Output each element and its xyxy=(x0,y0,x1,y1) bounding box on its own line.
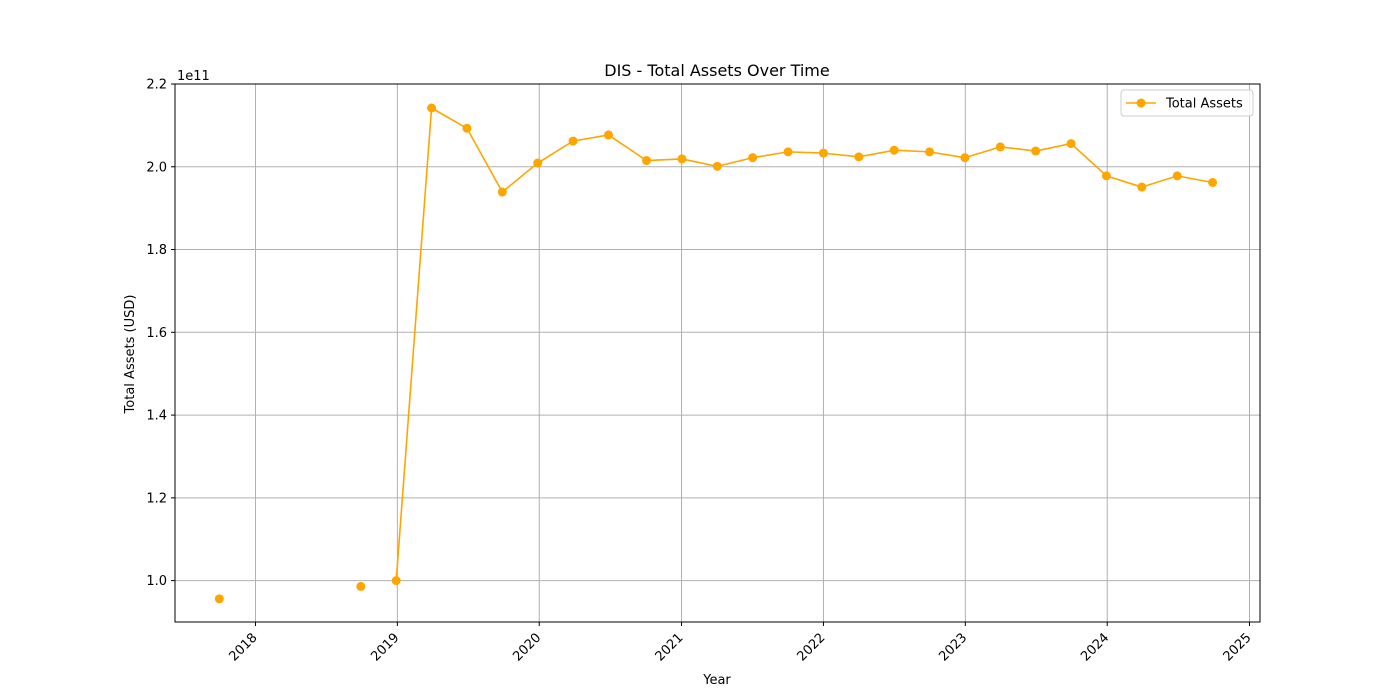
data-point xyxy=(818,148,828,158)
data-point xyxy=(642,156,652,166)
data-point xyxy=(1101,171,1111,181)
data-point xyxy=(497,187,507,197)
y-tick-label: 2.2 xyxy=(146,78,167,93)
y-axis-label: Total Assets (USD) xyxy=(123,295,138,415)
data-point xyxy=(568,136,578,146)
data-point xyxy=(533,158,543,168)
y-axis-offset-label: 1e11 xyxy=(177,69,210,84)
data-point xyxy=(748,153,758,163)
y-tick-label: 2.0 xyxy=(146,160,167,175)
data-point xyxy=(677,154,687,164)
data-point xyxy=(854,152,864,162)
data-point xyxy=(1137,182,1147,192)
legend-box xyxy=(1120,89,1254,117)
data-point xyxy=(603,130,613,140)
legend-marker xyxy=(1136,98,1146,108)
y-axis-ticks: 1.0 1.2 1.4 1.6 1.8 2.0 2.2 xyxy=(146,78,175,589)
y-tick-label: 1.0 xyxy=(146,574,167,589)
chart-title: DIS - Total Assets Over Time xyxy=(604,61,829,80)
y-tick-label: 1.4 xyxy=(146,409,167,424)
data-point xyxy=(925,147,935,157)
x-axis-label: Year xyxy=(702,673,731,688)
data-point xyxy=(214,594,224,604)
data-point xyxy=(1208,178,1218,187)
data-point xyxy=(889,145,899,155)
data-point xyxy=(1172,171,1182,181)
data-point xyxy=(712,161,722,171)
data-point xyxy=(783,147,793,157)
y-tick-label: 1.2 xyxy=(146,491,167,506)
legend-label: Total Assets xyxy=(1165,97,1243,112)
y-tick-label: 1.8 xyxy=(146,243,167,258)
series-total-assets xyxy=(214,103,1218,604)
data-point xyxy=(960,153,970,163)
data-point xyxy=(995,142,1005,152)
y-tick-label: 1.6 xyxy=(146,326,167,341)
data-point xyxy=(462,123,472,133)
data-point xyxy=(391,576,401,586)
plot-frame xyxy=(174,83,1261,623)
data-point xyxy=(1066,139,1076,149)
data-point xyxy=(427,103,437,113)
data-point xyxy=(1031,146,1041,156)
data-point xyxy=(356,581,366,591)
series-line xyxy=(395,107,1213,581)
legend: Total Assets xyxy=(1120,89,1254,117)
